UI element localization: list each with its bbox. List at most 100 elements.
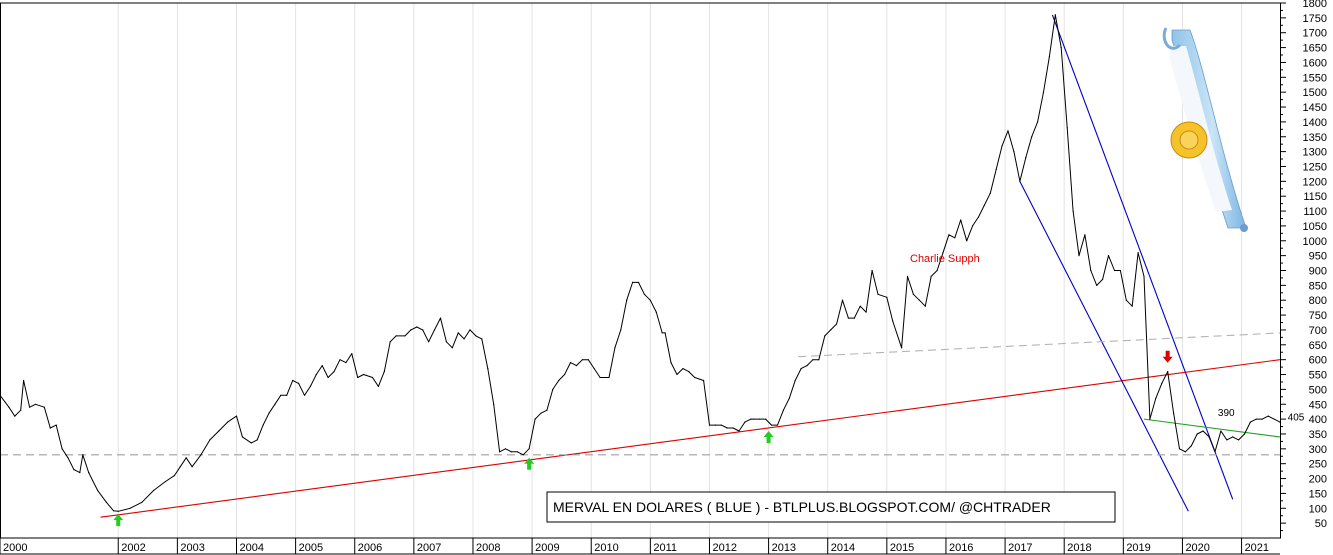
data-point bbox=[824, 335, 826, 337]
y-tick-label: 900 bbox=[1309, 266, 1327, 278]
data-point bbox=[469, 329, 471, 331]
data-point bbox=[333, 371, 335, 373]
data-point bbox=[327, 376, 329, 379]
data-point bbox=[1107, 255, 1110, 257]
data-point bbox=[620, 329, 622, 331]
x-tick-label: 2000 bbox=[3, 542, 27, 554]
data-point bbox=[936, 269, 938, 272]
y-tick-label: 1100 bbox=[1303, 206, 1327, 218]
data-point bbox=[404, 335, 406, 337]
data-point bbox=[164, 480, 167, 483]
data-point bbox=[1238, 439, 1240, 441]
data-point bbox=[830, 329, 832, 331]
data-point bbox=[688, 371, 690, 373]
data-point bbox=[552, 388, 554, 390]
arrow-shape bbox=[1162, 350, 1173, 363]
data-point bbox=[643, 293, 646, 295]
data-point bbox=[493, 403, 495, 405]
data-point bbox=[82, 454, 84, 456]
data-point bbox=[268, 412, 270, 414]
y-tick-label: 450 bbox=[1309, 399, 1327, 411]
watermark-label: Charlie Supph bbox=[910, 253, 980, 265]
y-tick-label: 1050 bbox=[1303, 221, 1327, 233]
y-tick-label: 1450 bbox=[1303, 102, 1327, 114]
data-point bbox=[569, 362, 572, 364]
y-tick-label: 700 bbox=[1309, 325, 1327, 337]
data-point bbox=[34, 403, 37, 405]
data-point bbox=[410, 329, 412, 331]
data-point bbox=[351, 353, 353, 355]
y-tick-label: 1600 bbox=[1303, 57, 1327, 69]
arrow-shape bbox=[113, 514, 124, 527]
data-point bbox=[345, 362, 347, 364]
y-tick-label: 550 bbox=[1309, 370, 1327, 382]
data-point bbox=[61, 448, 63, 450]
data-point bbox=[558, 379, 560, 382]
data-point bbox=[357, 376, 359, 379]
data-point bbox=[20, 409, 22, 411]
x-tick-label: 2008 bbox=[476, 542, 500, 554]
data-point bbox=[200, 454, 202, 456]
data-point bbox=[575, 365, 578, 367]
data-point bbox=[614, 347, 616, 349]
data-point bbox=[1243, 433, 1246, 435]
data-point bbox=[241, 436, 243, 438]
data-point bbox=[1137, 252, 1139, 254]
data-point bbox=[528, 448, 530, 450]
data-point bbox=[1214, 451, 1216, 453]
y-tick-label: 200 bbox=[1309, 474, 1327, 486]
data-point bbox=[853, 317, 855, 319]
y-tick-label: 1250 bbox=[1303, 161, 1327, 173]
data-point bbox=[664, 332, 666, 334]
x-tick-label: 2007 bbox=[417, 542, 441, 554]
data-point bbox=[29, 406, 31, 408]
data-point bbox=[794, 379, 796, 382]
data-point bbox=[1184, 451, 1186, 453]
data-point bbox=[892, 320, 894, 322]
grid bbox=[0, 3, 1243, 538]
y-tick-label: 1300 bbox=[1303, 147, 1327, 159]
data-point bbox=[1196, 433, 1198, 435]
data-point bbox=[286, 394, 288, 396]
data-point bbox=[1096, 284, 1098, 286]
data-point bbox=[1042, 91, 1045, 93]
data-point bbox=[1167, 371, 1169, 373]
data-point bbox=[1255, 418, 1257, 420]
x-tick-label: 2020 bbox=[1185, 542, 1209, 554]
data-point bbox=[995, 168, 997, 170]
data-point bbox=[1078, 255, 1080, 257]
y-tick-label: 600 bbox=[1309, 355, 1327, 367]
x-tick-label: 2016 bbox=[949, 542, 973, 554]
data-point bbox=[682, 368, 684, 370]
data-point bbox=[395, 335, 397, 337]
data-point bbox=[765, 418, 767, 420]
data-point bbox=[23, 379, 25, 382]
data-point bbox=[209, 439, 211, 441]
data-point bbox=[439, 317, 442, 319]
data-point bbox=[339, 359, 341, 361]
data-point bbox=[1131, 305, 1133, 307]
data-point bbox=[14, 415, 16, 417]
y-tick-label: 1700 bbox=[1303, 28, 1327, 40]
data-point bbox=[1202, 430, 1204, 432]
up-arrow-icon bbox=[524, 457, 535, 470]
y-tick-label: 400 bbox=[1309, 414, 1327, 426]
data-point bbox=[918, 299, 921, 301]
data-point bbox=[581, 359, 584, 361]
data-point bbox=[433, 329, 436, 331]
data-point bbox=[1125, 299, 1127, 301]
data-point bbox=[504, 448, 507, 450]
data-point bbox=[445, 341, 447, 343]
data-point bbox=[1161, 382, 1163, 384]
data-point bbox=[274, 403, 276, 405]
y-tick-label: 100 bbox=[1309, 503, 1327, 515]
data-point bbox=[901, 347, 903, 349]
data-point bbox=[782, 409, 785, 411]
data-point bbox=[564, 373, 566, 376]
data-point bbox=[487, 368, 489, 370]
data-point bbox=[256, 439, 258, 441]
data-point bbox=[1048, 55, 1050, 58]
data-point bbox=[966, 240, 968, 242]
data-point bbox=[363, 373, 365, 376]
